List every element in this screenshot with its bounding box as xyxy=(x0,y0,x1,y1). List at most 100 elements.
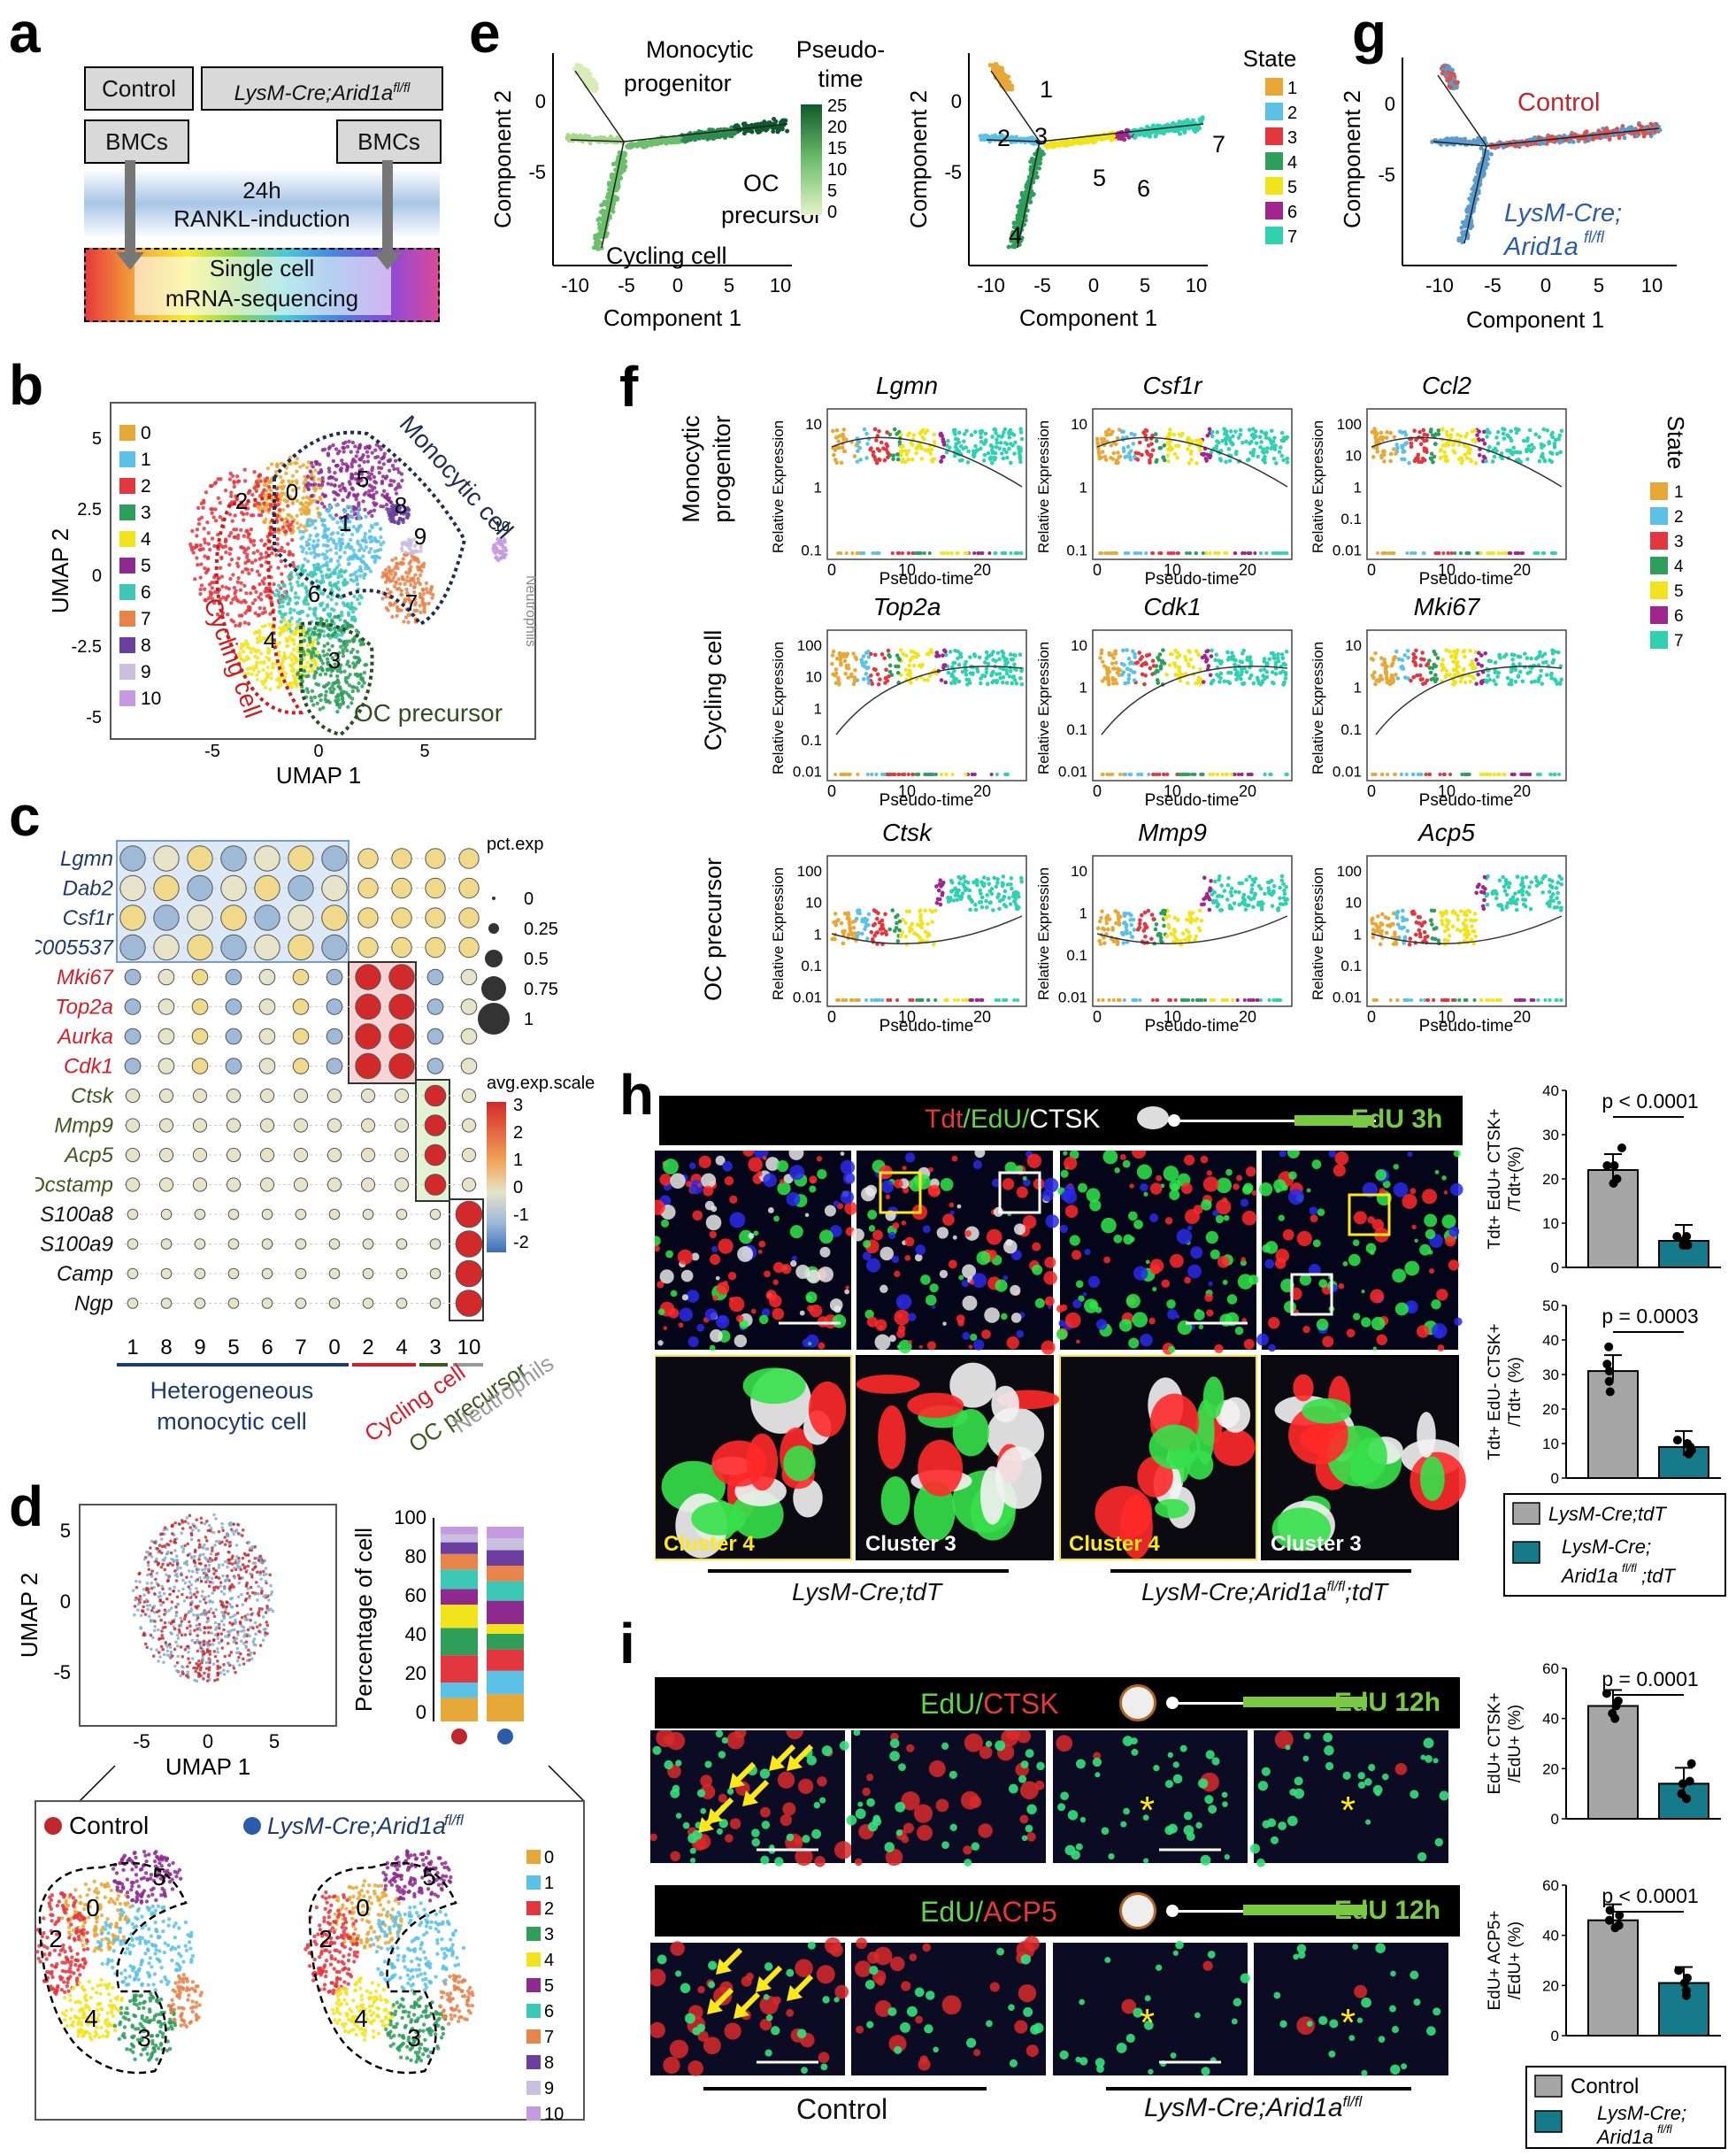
cell-point xyxy=(387,468,392,474)
d-cell xyxy=(235,1554,239,1559)
cell-point xyxy=(326,446,331,451)
cell-point xyxy=(280,525,285,530)
cell-point xyxy=(392,1875,396,1881)
d-cell xyxy=(249,1618,252,1622)
cell-point xyxy=(254,663,259,667)
cell-point xyxy=(252,469,257,474)
cell-point xyxy=(114,1871,119,1875)
d-cell xyxy=(212,1650,217,1653)
umap-frame xyxy=(110,402,536,740)
cell-point xyxy=(157,1935,162,1939)
cell-point xyxy=(343,545,349,550)
cell-point xyxy=(242,620,248,625)
cell-point xyxy=(353,606,358,612)
cell-point xyxy=(130,2024,134,2029)
d-cell xyxy=(231,1529,234,1534)
cell-point xyxy=(324,527,328,533)
cell-point xyxy=(356,492,360,497)
d-cell xyxy=(251,1640,255,1644)
cell-point xyxy=(330,656,334,660)
cycling-outline xyxy=(214,493,304,715)
cell-point xyxy=(119,1996,125,2001)
cell-point xyxy=(345,504,350,509)
cell-point xyxy=(369,472,374,476)
d-cell xyxy=(183,1520,188,1523)
cell-point xyxy=(399,593,404,597)
cell-point xyxy=(282,584,287,589)
d-cell xyxy=(206,1644,211,1648)
cell-point xyxy=(392,1923,396,1929)
cell-point xyxy=(75,1952,80,1956)
cell-point xyxy=(110,1959,114,1963)
monocytic-outline xyxy=(273,430,467,627)
cluster-tick: 1 xyxy=(127,1336,138,1359)
cell-point xyxy=(322,1948,327,1952)
cell-point xyxy=(78,1918,82,1922)
cell-point xyxy=(347,639,352,643)
cell-point xyxy=(351,638,356,643)
cell-point xyxy=(76,1934,81,1939)
d-cell xyxy=(212,1513,216,1517)
cell-point xyxy=(376,1967,380,1971)
cell-point xyxy=(280,669,286,674)
d-cell xyxy=(159,1565,164,1569)
cell-point xyxy=(181,1972,186,1977)
d-cell xyxy=(257,1559,261,1562)
legend-swatch xyxy=(119,451,135,467)
cell-point xyxy=(357,593,363,598)
d-cell xyxy=(250,1613,254,1616)
cell-point xyxy=(443,1966,449,1970)
cell-point xyxy=(439,1886,444,1890)
cell-point xyxy=(345,648,350,653)
cell-point xyxy=(402,504,406,509)
cell-point xyxy=(355,686,359,690)
cell-point xyxy=(341,1903,345,1907)
cell-point xyxy=(305,474,311,479)
cell-point xyxy=(274,588,280,593)
cell-point xyxy=(78,1963,83,1967)
cell-point xyxy=(71,2023,75,2029)
cell-point xyxy=(255,569,260,574)
cell-point xyxy=(406,1855,411,1860)
cell-point xyxy=(178,1990,182,1995)
cell-point xyxy=(334,602,339,606)
cell-point xyxy=(264,551,269,555)
cell-point xyxy=(416,559,421,565)
cell-point xyxy=(105,1916,110,1921)
cell-point xyxy=(434,1877,439,1882)
dot xyxy=(321,874,348,902)
cell-point xyxy=(127,1975,132,1979)
d-cell xyxy=(150,1608,154,1613)
neu-highlight xyxy=(449,1198,484,1321)
cell-point xyxy=(290,552,296,558)
d-cell xyxy=(201,1655,204,1659)
cell-point xyxy=(139,1900,144,1905)
cell-point xyxy=(326,698,330,704)
cell-point xyxy=(279,620,284,624)
cell-point xyxy=(357,443,363,447)
cell-point xyxy=(54,1932,59,1937)
d-cell xyxy=(143,1642,148,1646)
cell-point xyxy=(409,582,413,588)
cell-point xyxy=(208,484,213,489)
cell-point xyxy=(66,1989,71,1993)
gene-label: Ngp xyxy=(74,1292,113,1316)
cell-point xyxy=(84,2029,88,2034)
dot xyxy=(153,934,180,961)
d-cell xyxy=(264,1611,268,1614)
cell-point xyxy=(342,445,347,450)
cell-point xyxy=(345,495,350,499)
cell-point xyxy=(288,526,292,531)
d-cell xyxy=(160,1584,164,1589)
cell-point xyxy=(368,1943,373,1948)
cell-point xyxy=(198,1993,203,1998)
d-cell xyxy=(222,1623,226,1627)
d-cell xyxy=(228,1621,232,1625)
cell-point xyxy=(362,681,366,685)
d-legend-ko-dot xyxy=(243,1817,261,1835)
cell-point xyxy=(280,518,284,522)
cell-point xyxy=(339,670,343,674)
cell-point xyxy=(61,1943,65,1948)
d-cell xyxy=(197,1545,202,1550)
cell-point xyxy=(295,684,299,689)
